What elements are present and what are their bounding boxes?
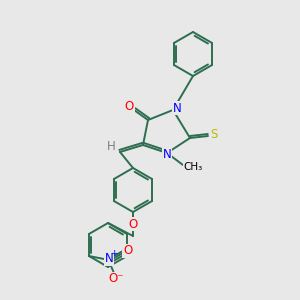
Text: O⁻: O⁻ <box>108 272 124 286</box>
Text: N: N <box>163 148 171 161</box>
Text: O: O <box>123 244 133 257</box>
Text: H: H <box>106 140 116 154</box>
Text: N: N <box>105 253 113 266</box>
Text: CH₃: CH₃ <box>183 162 202 172</box>
Text: N: N <box>172 101 182 115</box>
Text: +: + <box>110 248 118 257</box>
Text: S: S <box>210 128 218 142</box>
Text: O: O <box>124 100 134 112</box>
Text: O: O <box>128 218 138 230</box>
